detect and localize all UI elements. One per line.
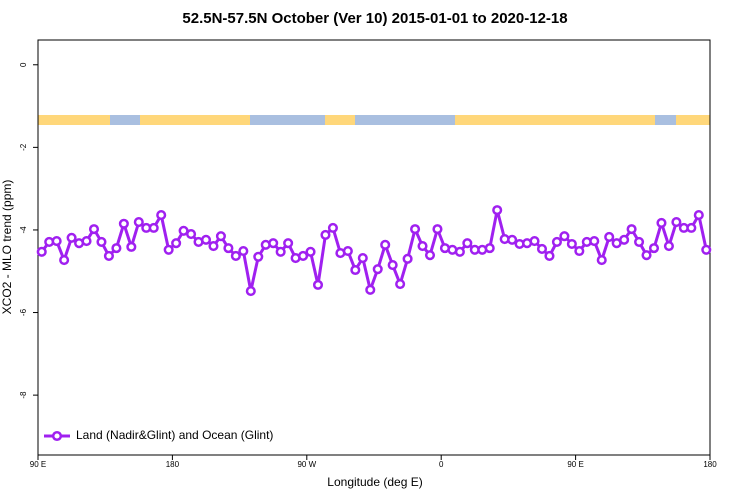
data-point bbox=[380, 239, 391, 250]
data-point bbox=[111, 243, 122, 254]
data-point bbox=[671, 217, 682, 228]
data-point bbox=[663, 241, 674, 252]
x-tick-label: 90 E bbox=[567, 460, 583, 469]
data-point bbox=[656, 217, 667, 228]
data-point bbox=[634, 236, 645, 247]
data-point bbox=[275, 246, 286, 257]
y-tick-label: -6 bbox=[19, 308, 28, 316]
data-point bbox=[88, 224, 100, 235]
data-point bbox=[648, 243, 660, 254]
data-point bbox=[312, 279, 324, 290]
data-point bbox=[626, 224, 637, 235]
data-point bbox=[454, 246, 465, 257]
data-point bbox=[215, 231, 226, 242]
data-point bbox=[619, 234, 630, 245]
data-point bbox=[574, 245, 585, 257]
data-point bbox=[238, 245, 249, 257]
x-tick-label: 90 W bbox=[297, 460, 316, 469]
y-tick-label: -8 bbox=[19, 391, 28, 399]
data-point bbox=[268, 238, 279, 249]
data-point bbox=[186, 229, 197, 240]
data-point bbox=[298, 250, 309, 262]
data-point bbox=[701, 244, 712, 255]
data-point bbox=[462, 238, 473, 249]
data-point bbox=[327, 222, 338, 233]
data-point bbox=[253, 251, 264, 262]
data-point bbox=[484, 243, 495, 254]
data-point bbox=[245, 286, 256, 297]
data-point bbox=[342, 245, 353, 257]
data-point bbox=[357, 252, 368, 264]
data-point bbox=[148, 222, 159, 233]
data-point bbox=[59, 255, 70, 266]
data-point bbox=[529, 236, 540, 247]
x-tick-label: 90 E bbox=[30, 460, 46, 469]
data-point bbox=[686, 222, 697, 233]
data-point bbox=[693, 210, 704, 221]
data-point bbox=[365, 284, 376, 295]
x-tick-label: 180 bbox=[703, 460, 717, 469]
x-tick-label: 0 bbox=[439, 460, 444, 469]
data-point bbox=[551, 236, 562, 247]
data-point bbox=[200, 234, 212, 245]
data-point bbox=[544, 250, 555, 262]
y-tick-label: -4 bbox=[19, 226, 28, 234]
data-point bbox=[402, 253, 413, 264]
data-point bbox=[559, 231, 570, 242]
chart-title: 52.5N-57.5N October (Ver 10) 2015-01-01 … bbox=[182, 10, 567, 27]
data-point bbox=[536, 243, 548, 254]
data-point bbox=[604, 231, 615, 243]
data-point bbox=[81, 236, 92, 247]
data-point bbox=[283, 238, 294, 249]
data-point bbox=[133, 217, 144, 228]
data-point bbox=[208, 241, 219, 252]
data-point bbox=[320, 229, 331, 240]
data-point bbox=[417, 241, 428, 252]
data-point bbox=[589, 236, 600, 247]
data-point bbox=[118, 218, 129, 229]
data-point bbox=[305, 246, 316, 257]
data-point bbox=[432, 224, 443, 235]
land-ocean-strip bbox=[38, 115, 710, 125]
y-axis-label: XCO2 - MLO trend (ppm) bbox=[0, 180, 14, 315]
data-point bbox=[372, 264, 383, 275]
data-point bbox=[387, 259, 398, 271]
data-point bbox=[171, 238, 182, 249]
legend-marker bbox=[51, 430, 63, 442]
plot-frame bbox=[37, 39, 711, 456]
data-point bbox=[51, 236, 62, 247]
data-point bbox=[36, 246, 47, 257]
legend-label: Land (Nadir&Glint) and Ocean (Glint) bbox=[76, 428, 273, 442]
data-point bbox=[641, 250, 652, 261]
data-point bbox=[96, 236, 107, 247]
data-point bbox=[126, 241, 137, 252]
x-tick-label: 180 bbox=[166, 460, 180, 469]
data-point bbox=[350, 264, 361, 276]
x-axis-label: Longitude (deg E) bbox=[327, 475, 422, 489]
data-point bbox=[395, 278, 406, 290]
data-point bbox=[103, 250, 114, 262]
data-point bbox=[156, 210, 167, 221]
data-point bbox=[424, 250, 436, 261]
data-point bbox=[230, 250, 241, 262]
data-point bbox=[410, 224, 421, 235]
data-point bbox=[566, 238, 577, 250]
data-point bbox=[223, 243, 234, 254]
data-point bbox=[507, 234, 518, 245]
data-point bbox=[66, 232, 77, 243]
data-point bbox=[596, 255, 607, 266]
y-tick-label: -2 bbox=[19, 143, 28, 151]
data-point bbox=[492, 205, 503, 216]
y-tick-label: 0 bbox=[19, 62, 28, 67]
data-point bbox=[163, 244, 174, 255]
